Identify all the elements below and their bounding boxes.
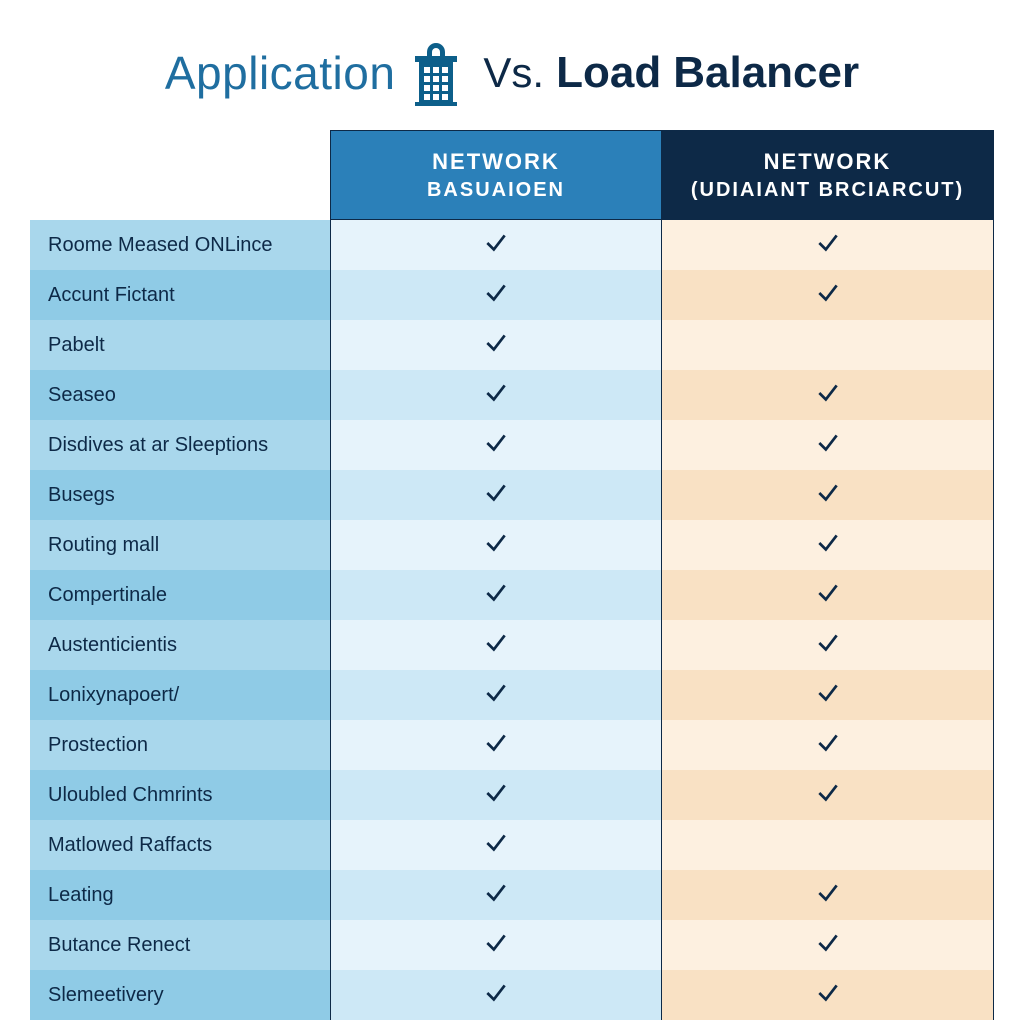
table-cell-mid <box>330 720 662 770</box>
check-icon <box>815 480 841 511</box>
table-cell-mid <box>330 520 662 570</box>
table-cell-mid <box>330 870 662 920</box>
table-cell-right <box>662 670 994 720</box>
check-icon <box>815 680 841 711</box>
table-cell-mid <box>330 970 662 1020</box>
page-title: Application <box>30 30 994 130</box>
check-icon <box>483 430 509 461</box>
title-right-a: Load <box>556 48 661 98</box>
table-row-label: Prostection <box>30 720 330 770</box>
table-cell-mid <box>330 470 662 520</box>
table-cell-right <box>662 820 994 870</box>
table-header-empty <box>30 130 330 220</box>
check-icon <box>483 330 509 361</box>
table-cell-right <box>662 270 994 320</box>
table-row-label: Butance Renect <box>30 920 330 970</box>
table-row-label: Austenticientis <box>30 620 330 670</box>
table-cell-right <box>662 620 994 670</box>
table-header-right-l1: NETWORK <box>764 149 892 175</box>
title-vs: Vs. <box>483 49 544 97</box>
check-icon <box>483 830 509 861</box>
table-cell-mid <box>330 670 662 720</box>
table-row-label: Slemeetivery <box>30 970 330 1020</box>
table-header-right-l2: (UDIAIANT BRCIARCUT) <box>691 179 964 202</box>
check-icon <box>815 730 841 761</box>
table-row-label: Seaseo <box>30 370 330 420</box>
check-icon <box>483 480 509 511</box>
table-row-label: Lonixynapoert/ <box>30 670 330 720</box>
table-row-label: Matlowed Raffacts <box>30 820 330 870</box>
check-icon <box>483 580 509 611</box>
table-cell-mid <box>330 620 662 670</box>
check-icon <box>815 430 841 461</box>
table-header-right: NETWORK (UDIAIANT BRCIARCUT) <box>662 130 994 220</box>
check-icon <box>483 980 509 1011</box>
check-icon <box>815 530 841 561</box>
table-cell-mid <box>330 770 662 820</box>
check-icon <box>483 530 509 561</box>
table-row-label: Uloubled Chmrints <box>30 770 330 820</box>
check-icon <box>815 980 841 1011</box>
table-cell-right <box>662 920 994 970</box>
table-row-label: Routing mall <box>30 520 330 570</box>
check-icon <box>815 630 841 661</box>
table-cell-mid <box>330 220 662 270</box>
check-icon <box>483 380 509 411</box>
check-icon <box>815 580 841 611</box>
check-icon <box>815 230 841 261</box>
check-icon <box>483 630 509 661</box>
table-cell-mid <box>330 920 662 970</box>
table-cell-right <box>662 520 994 570</box>
table-cell-right <box>662 420 994 470</box>
building-icon <box>407 40 465 106</box>
table-cell-mid <box>330 570 662 620</box>
table-row-label: Roome Meased ONLince <box>30 220 330 270</box>
table-header-mid-l1: NETWORK <box>432 149 560 175</box>
check-icon <box>483 730 509 761</box>
check-icon <box>483 930 509 961</box>
table-cell-mid <box>330 270 662 320</box>
table-cell-mid <box>330 320 662 370</box>
table-cell-mid <box>330 820 662 870</box>
table-cell-right <box>662 770 994 820</box>
table-cell-right <box>662 220 994 270</box>
table-cell-right <box>662 970 994 1020</box>
table-row-label: Pabelt <box>30 320 330 370</box>
check-icon <box>483 230 509 261</box>
check-icon <box>815 780 841 811</box>
check-icon <box>815 380 841 411</box>
table-cell-right <box>662 570 994 620</box>
table-row-label: Accunt Fictant <box>30 270 330 320</box>
table-cell-right <box>662 870 994 920</box>
table-cell-right <box>662 470 994 520</box>
table-row-label: Busegs <box>30 470 330 520</box>
check-icon <box>815 880 841 911</box>
table-row-label: Compertinale <box>30 570 330 620</box>
check-icon <box>483 880 509 911</box>
table-cell-right <box>662 370 994 420</box>
table-cell-mid <box>330 420 662 470</box>
check-icon <box>483 780 509 811</box>
comparison-table: NETWORK BASUAIOEN NETWORK (UDIAIANT BRCI… <box>30 130 994 1020</box>
check-icon <box>815 280 841 311</box>
table-header-mid: NETWORK BASUAIOEN <box>330 130 662 220</box>
table-row-label: Leating <box>30 870 330 920</box>
check-icon <box>483 680 509 711</box>
table-row-label: Disdives at ar Sleeptions <box>30 420 330 470</box>
table-cell-mid <box>330 370 662 420</box>
check-icon <box>483 280 509 311</box>
table-cell-right <box>662 320 994 370</box>
table-cell-right <box>662 720 994 770</box>
title-left: Application <box>165 46 396 100</box>
title-right-b: Balancer <box>673 48 859 98</box>
check-icon <box>815 930 841 961</box>
table-header-mid-l2: BASUAIOEN <box>427 179 565 202</box>
